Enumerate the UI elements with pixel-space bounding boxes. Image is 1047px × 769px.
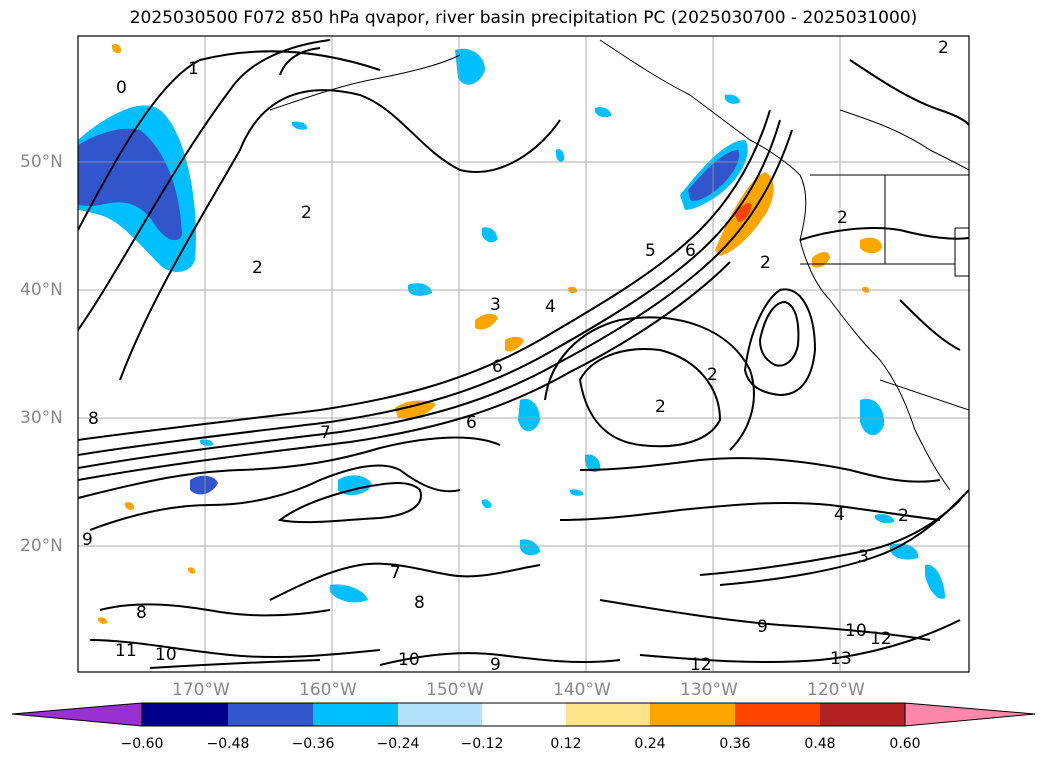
shading-negative <box>78 48 945 603</box>
colorbar-bin <box>142 703 228 726</box>
colorbar-tick-label: 0.48 <box>804 736 836 752</box>
contour-label: 9 <box>82 530 93 550</box>
contour-label: 3 <box>490 295 501 315</box>
shading-positive <box>98 43 882 624</box>
contour-label: 2 <box>655 397 666 417</box>
colorbar-tick-label: −0.60 <box>120 736 164 752</box>
colorbar-tick-label: 0.12 <box>550 736 582 752</box>
contour-label: 4 <box>834 505 845 525</box>
lon-label: 170°W <box>172 680 230 700</box>
colorbar-tick-label: 0.60 <box>889 736 921 752</box>
map-area <box>78 36 969 672</box>
contour-label: 0 <box>116 78 127 98</box>
colorbar-bin <box>313 703 398 726</box>
contour-label: 2 <box>837 208 848 228</box>
contour-label: 11 <box>115 641 137 661</box>
contour-label-group: 0 1 2 2 2 2 2 2 2 2 3 4 5 6 6 6 7 7 8 8 … <box>82 38 949 675</box>
contour-label: 10 <box>845 621 867 641</box>
contour-label: 6 <box>492 357 503 377</box>
lon-label: 130°W <box>680 680 738 700</box>
contour-label: 2 <box>707 365 718 385</box>
colorbar-tick-label: −0.24 <box>376 736 420 752</box>
figure-title: 2025030500 F072 850 hPa qvapor, river ba… <box>129 8 918 28</box>
contour-label: 12 <box>690 655 712 675</box>
colorbar-bin <box>566 703 650 726</box>
contour-label: 8 <box>136 603 147 623</box>
contour-label: 8 <box>414 593 425 613</box>
contour-label: 7 <box>320 423 331 443</box>
colorbar-under-triangle <box>11 702 143 727</box>
lat-label: 20°N <box>20 536 63 556</box>
colorbar-bin <box>398 703 482 726</box>
contour-label: 10 <box>398 650 420 670</box>
colorbar <box>11 702 1036 727</box>
contour-label: 5 <box>645 241 656 261</box>
colorbar-tick-label: −0.36 <box>291 736 335 752</box>
contour-label: 4 <box>545 297 556 317</box>
contour-label: 3 <box>858 547 869 567</box>
colorbar-over-triangle <box>904 702 1036 727</box>
contour-label: 2 <box>760 253 771 273</box>
colorbar-bin <box>482 703 566 726</box>
colorbar-tick-label: 0.24 <box>634 736 666 752</box>
contour-label: 7 <box>390 563 401 583</box>
contour-label: 2 <box>252 258 263 278</box>
lon-label: 140°W <box>553 680 611 700</box>
contour-label: 2 <box>301 203 312 223</box>
contour-label: 2 <box>938 38 949 58</box>
gridlines <box>78 36 969 672</box>
colorbar-bin <box>735 703 820 726</box>
contour-label: 1 <box>188 59 199 79</box>
colorbar-tick-label: −0.48 <box>206 736 250 752</box>
colorbar-bin <box>228 703 313 726</box>
contour-label: 13 <box>830 649 852 669</box>
lon-label: 160°W <box>299 680 357 700</box>
colorbar-tick-label: −0.12 <box>460 736 504 752</box>
contour-label: 9 <box>490 655 501 675</box>
qvapor-contours <box>78 39 969 669</box>
colorbar-tick-label: 0.36 <box>719 736 751 752</box>
contour-label: 8 <box>88 409 99 429</box>
contour-label: 6 <box>466 413 477 433</box>
contour-label: 9 <box>757 617 768 637</box>
lat-label: 40°N <box>20 280 63 300</box>
lat-label: 30°N <box>20 408 63 428</box>
lat-label: 50°N <box>20 152 63 172</box>
contour-label: 2 <box>898 506 909 526</box>
lon-label: 150°W <box>426 680 484 700</box>
contour-label: 10 <box>155 645 177 665</box>
colorbar-bin <box>650 703 735 726</box>
lon-label: 120°W <box>807 680 865 700</box>
colorbar-bin <box>820 703 905 726</box>
map-frame <box>77 35 970 673</box>
contour-label: 12 <box>870 629 892 649</box>
contour-label: 6 <box>685 241 696 261</box>
